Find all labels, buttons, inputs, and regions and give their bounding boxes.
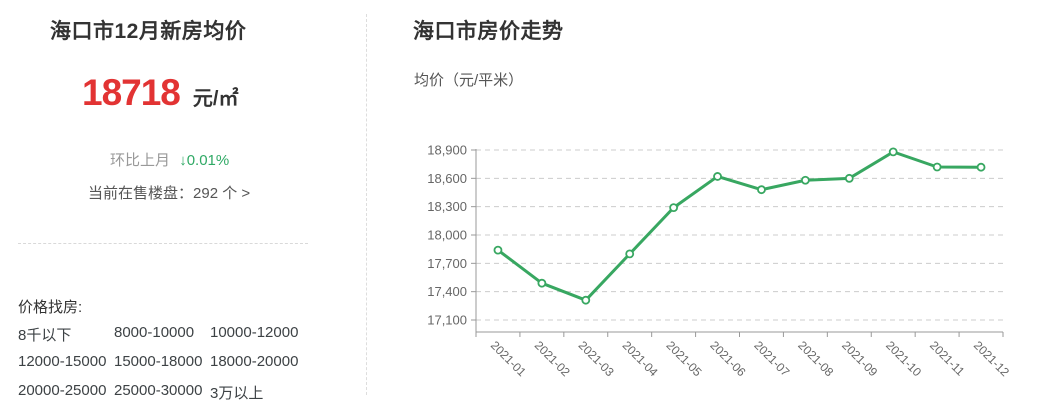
x-tick-label: 2021-02: [532, 338, 573, 379]
x-tick-label: 2021-10: [883, 338, 924, 379]
x-tick-label: 2021-09: [839, 338, 880, 379]
price-value: 18718: [82, 72, 181, 113]
trend-y-axis-caption: 均价（元/平米）: [414, 72, 524, 89]
panel-divider: [366, 14, 367, 395]
price-range-link[interactable]: 25000-30000: [114, 382, 203, 399]
data-point[interactable]: [800, 175, 810, 185]
x-tick-label: 2021-11: [927, 338, 968, 379]
y-tick-label: 18,000: [427, 228, 467, 243]
listings-count: 292 个 >: [193, 185, 251, 202]
x-tick-label: 2021-03: [576, 338, 617, 379]
price-range-link[interactable]: 18000-20000: [210, 353, 299, 370]
price-search-label: 价格找房:: [18, 299, 83, 316]
price-range-link[interactable]: 8000-10000: [114, 324, 195, 341]
data-point[interactable]: [976, 162, 986, 172]
trend-title: 海口市房价走势: [413, 20, 564, 43]
y-tick-label: 18,600: [427, 171, 467, 186]
mom-change-label: 环比上月: [110, 152, 171, 169]
price-trend-line: [496, 150, 983, 302]
mom-change-value: ↓0.01%: [179, 152, 230, 169]
data-point[interactable]: [713, 172, 722, 181]
price-unit: 元/㎡: [192, 88, 239, 110]
price-range-link[interactable]: 20000-25000: [18, 382, 107, 399]
x-tick-label: 2021-05: [664, 338, 705, 379]
data-point[interactable]: [932, 162, 942, 172]
average-price: 18718 元/㎡: [82, 72, 238, 114]
listings-link[interactable]: 当前在售楼盘：292 个 >: [88, 182, 250, 203]
new-house-price-panel: 海口市12月新房均价 18718 元/㎡ 环比上月 ↓0.01% 当前在售楼盘：…: [0, 0, 366, 413]
x-tick-label: 2021-08: [795, 338, 836, 379]
separator-line: [18, 243, 308, 244]
price-range-link[interactable]: 12000-15000: [18, 353, 107, 370]
data-point[interactable]: [669, 203, 679, 213]
price-range-link[interactable]: 15000-18000: [114, 353, 203, 370]
data-point[interactable]: [537, 278, 547, 288]
y-tick-label: 17,400: [427, 284, 467, 299]
y-tick-label: 18,900: [427, 143, 467, 158]
data-point[interactable]: [581, 295, 591, 305]
y-tick-label: 18,300: [427, 199, 467, 214]
x-tick-label: 2021-04: [620, 338, 661, 379]
price-range-link[interactable]: 10000-12000: [210, 324, 299, 341]
price-range-link[interactable]: 8千以下: [18, 327, 72, 344]
price-trend-chart: 18,900 18,600 18,300 18,000 17,700 17,400 17,1…: [427, 143, 1012, 380]
data-point[interactable]: [844, 173, 854, 183]
data-point[interactable]: [625, 249, 635, 259]
price-range-link[interactable]: 3万以上: [210, 385, 264, 402]
panel-title: 海口市12月新房均价: [50, 20, 247, 43]
data-point[interactable]: [888, 147, 898, 157]
y-tick-label: 17,700: [427, 256, 467, 271]
x-tick-label: 2021-12: [971, 338, 1012, 379]
mom-change: 环比上月 ↓0.01%: [110, 149, 229, 170]
price-search-options: 8千以下 8000-10000 10000-12000 12000-15000 1500…: [18, 324, 338, 411]
x-tick-label: 2021-06: [707, 338, 748, 379]
price-trend-panel: 海口市房价走势 均价（元/平米） 18,900 18,600 18,300 18,00…: [413, 0, 1040, 413]
y-tick-label: 17,100: [427, 313, 467, 328]
listings-label: 当前在售楼盘：: [88, 185, 194, 202]
data-point[interactable]: [493, 245, 503, 255]
data-point[interactable]: [757, 185, 766, 195]
x-tick-label: 2021-01: [488, 338, 529, 379]
x-tick-label: 2021-07: [751, 338, 792, 379]
